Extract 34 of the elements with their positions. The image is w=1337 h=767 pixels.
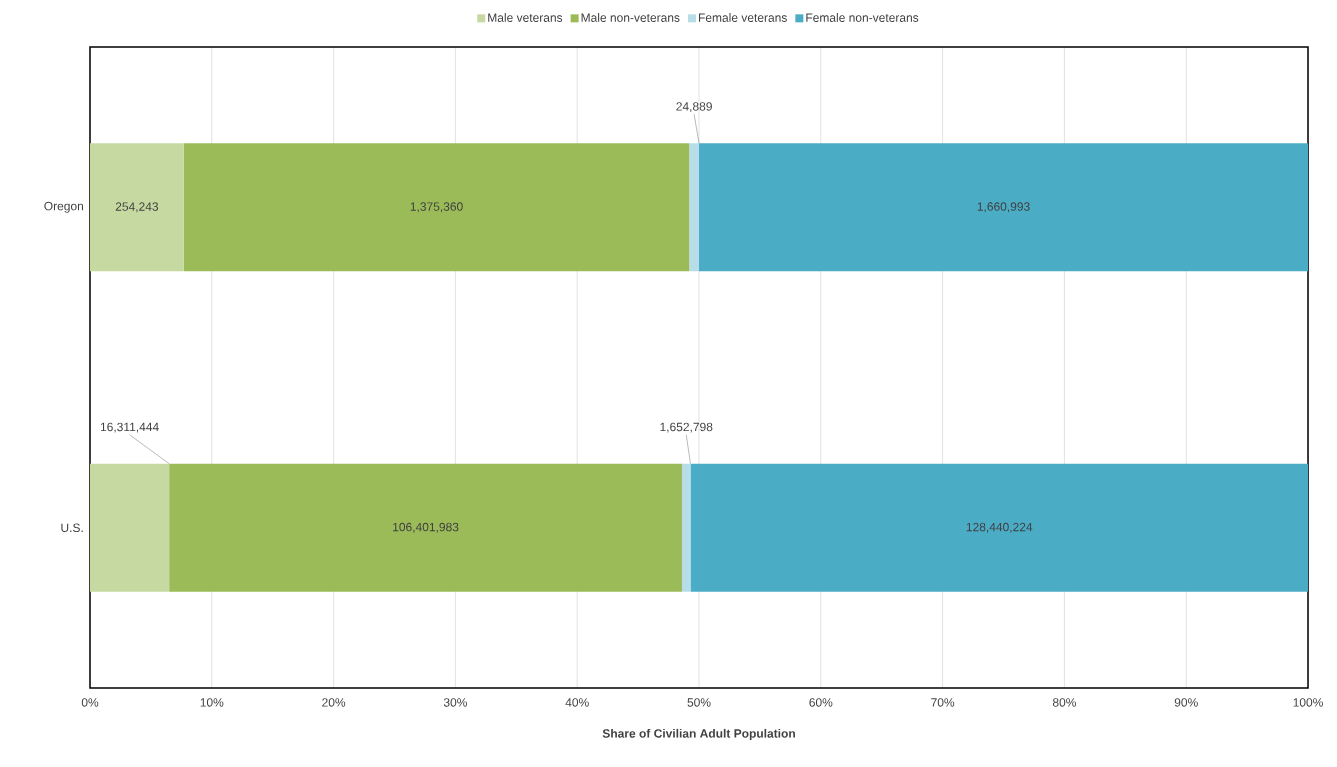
x-tick-label: 60% bbox=[809, 698, 833, 707]
annotation: 128,440,224 bbox=[966, 522, 1033, 533]
x-tick-label: 40% bbox=[565, 698, 589, 707]
x-tick-label: 50% bbox=[687, 698, 711, 707]
x-axis-title: Share of Civilian Adult Population bbox=[602, 728, 795, 741]
x-tick-label: 30% bbox=[443, 698, 467, 707]
bar bbox=[183, 143, 690, 272]
x-tick-label: 20% bbox=[322, 698, 346, 707]
x-tick-label: 100% bbox=[1293, 698, 1323, 707]
legend-label: Male veterans bbox=[488, 13, 563, 22]
y-tick-label: U.S. bbox=[61, 523, 83, 533]
y-tick-label: Oregon bbox=[44, 201, 84, 213]
bar bbox=[690, 463, 1309, 592]
bar bbox=[689, 143, 700, 272]
annotation: 254,243 bbox=[115, 202, 159, 213]
annotation: 16,311,444 bbox=[100, 422, 159, 433]
annotation: 1,660,993 bbox=[977, 202, 1030, 213]
bar bbox=[681, 463, 691, 592]
bar bbox=[90, 463, 170, 592]
bar bbox=[90, 143, 184, 272]
annotation: 1,375,360 bbox=[410, 202, 463, 213]
x-tick-label: 0% bbox=[81, 698, 99, 707]
annotation: 106,401,983 bbox=[393, 522, 459, 533]
annotation: 24,889 bbox=[676, 102, 712, 113]
x-tick-label: 70% bbox=[931, 698, 955, 707]
x-tick-label: 10% bbox=[200, 698, 224, 707]
legend-label: Female veterans bbox=[698, 13, 787, 22]
bar bbox=[169, 463, 682, 592]
x-tick-label: 80% bbox=[1052, 698, 1076, 707]
legend-label: Male non-veterans bbox=[581, 13, 680, 22]
x-tick-label: 90% bbox=[1174, 698, 1198, 707]
annotation: 1,652,798 bbox=[660, 422, 713, 433]
bar bbox=[699, 143, 1309, 272]
legend-label: Female non-veterans bbox=[806, 13, 919, 22]
